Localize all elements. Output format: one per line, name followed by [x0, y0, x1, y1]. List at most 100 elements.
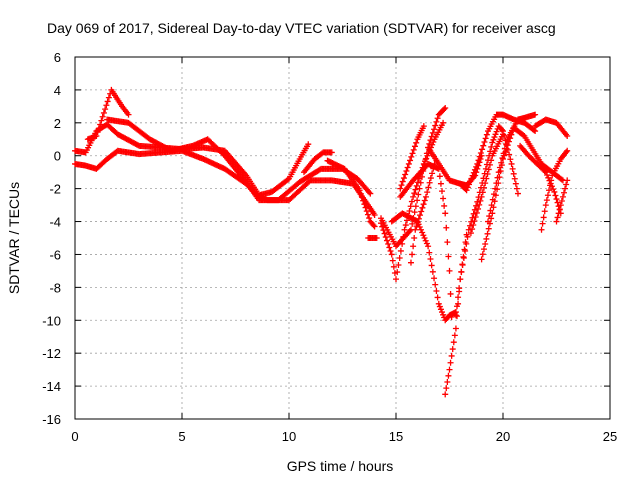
data-point	[480, 142, 487, 149]
data-point	[442, 105, 449, 112]
data-point	[442, 210, 449, 217]
data-point	[440, 119, 447, 126]
data-point	[426, 249, 433, 256]
data-point	[443, 385, 450, 392]
data-point	[475, 162, 482, 169]
data-point	[402, 222, 409, 229]
data-point	[426, 140, 433, 147]
data-point	[102, 106, 109, 113]
data-point	[439, 188, 446, 195]
data-point	[490, 136, 497, 143]
data-point	[479, 146, 486, 153]
data-point	[492, 131, 499, 138]
data-point	[530, 127, 537, 134]
data-point	[482, 180, 489, 187]
data-point	[562, 185, 569, 192]
data-point	[382, 234, 389, 241]
data-point	[443, 224, 450, 231]
data-point	[465, 226, 472, 233]
data-point	[452, 325, 459, 332]
data-point	[361, 201, 368, 208]
data-point	[370, 222, 377, 229]
data-point	[542, 169, 549, 176]
data-point	[541, 168, 548, 175]
data-point	[435, 300, 442, 307]
data-point	[551, 188, 558, 195]
data-point	[414, 219, 421, 226]
data-point	[483, 235, 490, 242]
data-point	[432, 281, 439, 288]
data-point	[481, 139, 488, 146]
data-point	[496, 174, 503, 181]
data-point	[388, 251, 395, 258]
data-point	[507, 135, 514, 142]
data-point	[477, 149, 484, 156]
x-tick-label: 10	[282, 429, 296, 444]
data-point	[357, 190, 364, 197]
data-point	[448, 352, 455, 359]
data-point	[440, 311, 447, 318]
data-point	[477, 197, 484, 204]
data-point	[540, 214, 547, 221]
y-tick-label: -6	[49, 247, 61, 262]
data-point	[437, 180, 444, 187]
data-point	[544, 192, 551, 199]
data-point	[390, 263, 397, 270]
data-point	[371, 211, 378, 218]
data-point	[396, 254, 403, 261]
data-point	[553, 196, 560, 203]
data-point	[389, 257, 396, 264]
data-point	[498, 162, 505, 169]
data-point	[424, 152, 431, 159]
data-point	[470, 222, 477, 229]
data-point	[466, 222, 473, 229]
data-point	[553, 218, 560, 225]
data-point	[484, 230, 491, 237]
data-point	[472, 213, 479, 220]
series-track	[517, 142, 564, 217]
data-point	[431, 126, 438, 133]
data-point	[492, 192, 499, 199]
data-point	[405, 160, 412, 167]
data-point	[402, 171, 409, 178]
plot-frame	[74, 56, 611, 420]
data-point	[558, 176, 565, 183]
data-point	[485, 225, 492, 232]
data-point	[484, 171, 491, 178]
series-track	[324, 157, 378, 230]
data-point	[451, 332, 458, 339]
data-point	[419, 204, 426, 211]
data-point	[436, 303, 443, 310]
data-point	[414, 197, 421, 204]
data-point	[414, 179, 421, 186]
data-point	[408, 153, 415, 160]
y-tick-label: -12	[42, 346, 61, 361]
data-point	[386, 244, 393, 251]
series-track	[397, 160, 455, 320]
data-point	[399, 178, 406, 185]
data-point	[559, 193, 566, 200]
data-point	[482, 135, 489, 142]
data-point	[505, 138, 512, 145]
data-point	[439, 309, 446, 316]
data-point	[360, 197, 367, 204]
series-track	[397, 123, 427, 192]
data-point	[560, 189, 567, 196]
data-point	[468, 218, 475, 225]
data-point	[498, 126, 505, 133]
data-point	[543, 197, 550, 204]
data-point	[459, 262, 466, 269]
data-point	[474, 198, 481, 205]
data-point	[100, 109, 107, 116]
data-point	[538, 226, 545, 233]
data-point	[491, 198, 498, 205]
data-point	[373, 235, 380, 241]
data-point	[494, 186, 501, 193]
data-point	[556, 206, 563, 213]
data-point	[483, 175, 490, 182]
data-point	[440, 195, 447, 202]
data-point	[446, 267, 453, 274]
data-point	[473, 209, 480, 216]
data-point	[411, 190, 418, 197]
